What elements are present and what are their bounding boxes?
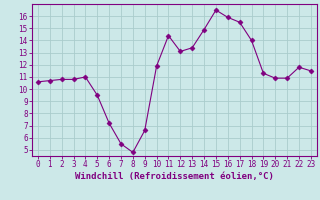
X-axis label: Windchill (Refroidissement éolien,°C): Windchill (Refroidissement éolien,°C) [75, 172, 274, 181]
